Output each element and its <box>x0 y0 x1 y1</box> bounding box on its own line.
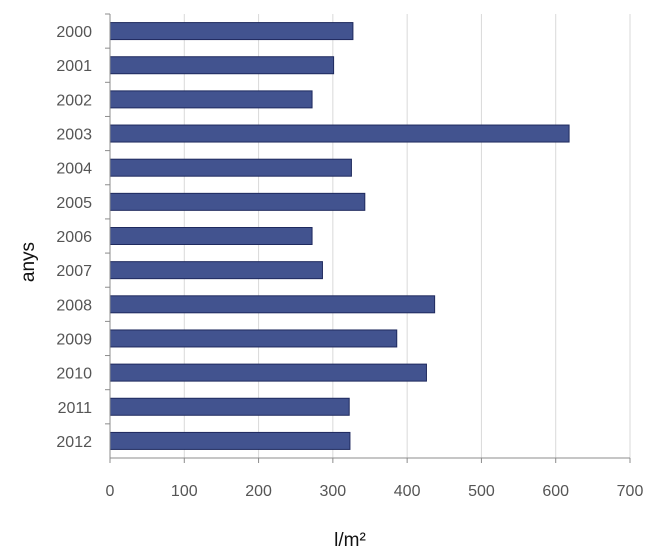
y-tick-label: 2007 <box>56 263 92 280</box>
x-tick-label: 300 <box>320 483 347 500</box>
bar-2012 <box>109 431 351 450</box>
y-tick-label: 2000 <box>56 24 92 41</box>
x-tick-label: 400 <box>394 483 421 500</box>
x-tick-label: 0 <box>106 483 115 500</box>
bar-2008 <box>109 295 436 314</box>
y-tick-label: 2005 <box>56 195 92 212</box>
x-axis-title: l/m² <box>334 530 366 551</box>
axes <box>105 13 631 463</box>
bar-2003 <box>109 124 570 143</box>
y-tick-label: 2002 <box>56 92 92 109</box>
bar-2001 <box>109 56 335 75</box>
y-tick-label: 2012 <box>56 434 92 451</box>
y-tick-label: 2001 <box>56 58 92 75</box>
bar-2007 <box>109 261 323 280</box>
y-tick-label: 2011 <box>58 400 93 417</box>
y-tick-label: 2008 <box>56 297 92 314</box>
x-tick-label: 200 <box>245 483 272 500</box>
y-tick-label: 2003 <box>56 127 92 144</box>
bar-2006 <box>109 227 313 245</box>
gridlines <box>183 14 631 458</box>
bar-2002 <box>109 90 313 109</box>
x-tick-label: 600 <box>542 483 569 500</box>
y-tick-label: 2006 <box>56 229 92 246</box>
y-axis-title: anys <box>18 242 39 282</box>
x-tick-label: 100 <box>171 483 198 500</box>
tick-labels: 0 100 200 300 400 500 600 700 2000 2001 2002 2003 20… <box>56 24 643 500</box>
bar-2009 <box>109 329 398 348</box>
bar-2000 <box>109 22 354 41</box>
bar-2005 <box>109 192 366 211</box>
x-tick-label: 500 <box>468 483 495 500</box>
bar-2010 <box>109 363 427 382</box>
y-tick-label: 2009 <box>56 331 92 348</box>
bar-2004 <box>109 158 352 177</box>
bars <box>109 22 570 450</box>
bar-2011 <box>109 397 350 416</box>
y-tick-label: 2004 <box>56 161 92 178</box>
x-tick-label: 700 <box>617 483 644 500</box>
y-tick-label: 2010 <box>56 366 92 383</box>
